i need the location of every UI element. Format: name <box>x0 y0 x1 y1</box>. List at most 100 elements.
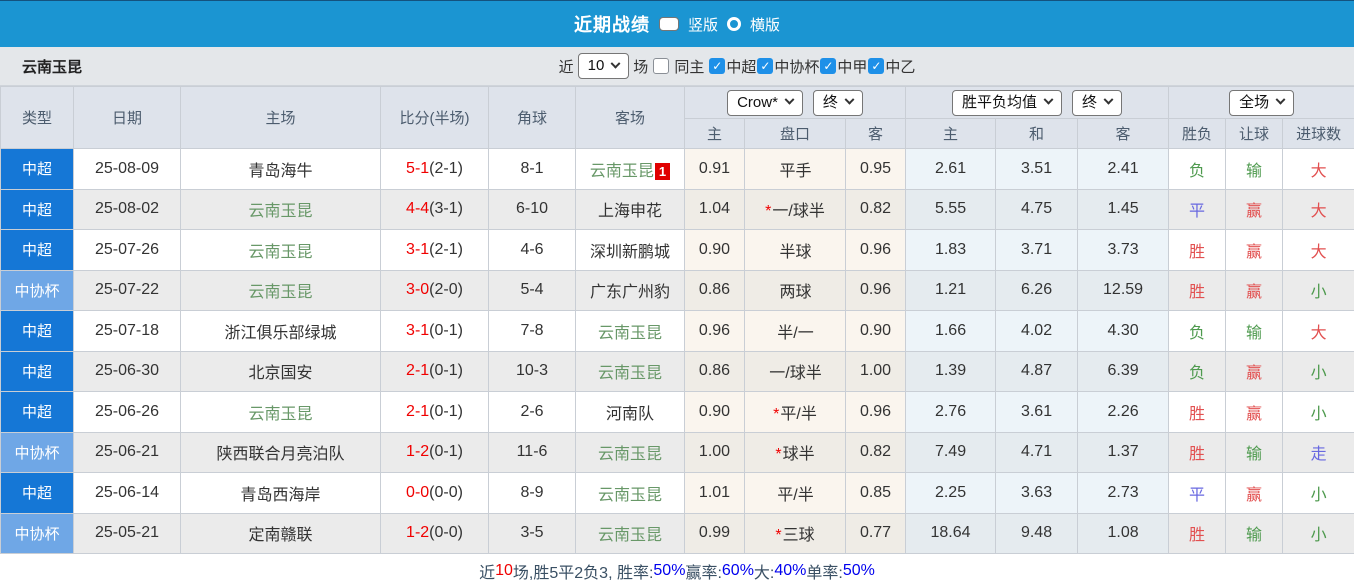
table-row: 中超 25-06-14 青岛西海岸 0-0(0-0) 8-9 云南玉昆 1.01… <box>0 472 1354 514</box>
col-type: 类型 <box>0 86 74 149</box>
col-corners: 角球 <box>488 86 576 149</box>
radio-horizontal-layout[interactable] <box>727 17 741 31</box>
handicap-cell: *平/半 <box>744 391 846 433</box>
fulltime-score: 1-2 <box>406 524 430 542</box>
away-team-name: 河南队 <box>605 405 654 423</box>
odds-home-cell: 0.86 <box>684 350 745 392</box>
away-team-name: 云南玉昆 <box>597 365 662 383</box>
odds-home-cell: 0.86 <box>684 269 745 311</box>
league-checkbox-中甲[interactable]: ✓ <box>820 58 837 74</box>
home-team-name: 北京国安 <box>248 365 313 383</box>
home-team-cell: 青岛西海岸 <box>180 472 381 514</box>
odds-company-select[interactable]: Crow* <box>727 89 803 116</box>
league-checkbox-中协杯[interactable]: ✓ <box>757 58 774 74</box>
odds-home-cell: 1.04 <box>684 188 745 230</box>
fulltime-score: 1-2 <box>406 443 430 461</box>
same-home-checkbox[interactable] <box>653 58 670 74</box>
halftime-score: (2-1) <box>429 240 463 258</box>
subcol-result: 胜负 <box>1168 118 1227 149</box>
odds-away-cell: 0.77 <box>844 512 907 554</box>
halftime-score: (0-0) <box>429 524 463 542</box>
scope-select[interactable]: 全场 <box>1229 89 1295 116</box>
handicap-star: * <box>765 203 772 221</box>
home-team-name: 青岛西海岸 <box>240 486 321 504</box>
radio-horizontal-label[interactable]: 横版 <box>750 16 781 34</box>
score-cell: 1-2(0-1) <box>380 431 489 473</box>
handicap-star: * <box>775 527 782 545</box>
summary-segment: 场,胜5平2负3, 胜率: <box>512 564 654 582</box>
handicap-text: 半/一 <box>777 324 814 342</box>
subcol-avg-away: 客 <box>1077 118 1170 149</box>
halftime-score: (2-1) <box>429 159 463 177</box>
radio-vertical-layout[interactable] <box>658 17 679 31</box>
score-cell: 3-1(0-1) <box>380 310 489 352</box>
away-team-name: 深圳新鹏城 <box>589 243 670 261</box>
away-team-cell: 云南玉昆 <box>575 472 685 514</box>
odds-stage-select[interactable]: 终 <box>812 89 863 116</box>
subcol-let: 让球 <box>1225 118 1284 149</box>
scope-select-group: 全场 <box>1168 86 1354 119</box>
odds-away-cell: 1.00 <box>844 350 907 392</box>
fulltime-score: 5-1 <box>406 159 430 177</box>
league-checkbox-中乙[interactable]: ✓ <box>868 58 885 74</box>
odds-away-cell: 0.90 <box>844 310 907 352</box>
table-row: 中超 25-06-26 云南玉昆 2-1(0-1) 2-6 河南队 0.90 *… <box>0 391 1354 433</box>
summary-segment: 50% <box>842 561 875 579</box>
chevron-down-icon <box>1275 94 1286 105</box>
filter-bar: 云南玉昆 近 10 场 同主 ✓ 中超 ✓ 中协杯 ✓ 中甲 ✓ 中乙 <box>0 47 1354 86</box>
odds-home-cell: 0.96 <box>684 310 745 352</box>
handicap-cell: *一/球半 <box>744 188 846 230</box>
handicap-text: 三球 <box>782 527 815 545</box>
match-count-select[interactable]: 10 <box>577 53 630 79</box>
odds-away-cell: 0.96 <box>844 269 907 311</box>
league-checkbox-中超[interactable]: ✓ <box>709 58 726 74</box>
avg-away-cell: 1.45 <box>1077 188 1170 230</box>
goals-result-cell: 大 <box>1282 148 1354 190</box>
home-team-name: 定南赣联 <box>248 527 313 545</box>
result-cell: 胜 <box>1168 391 1227 433</box>
subcol-handicap: 盘口 <box>744 118 846 149</box>
results-table: 类型 日期 主场 比分(半场) 角球 客场 Crow* 终 胜平负均值 终 <box>0 86 1354 554</box>
date-cell: 25-07-18 <box>73 310 181 352</box>
handicap-text: 两球 <box>779 284 812 302</box>
league-filter-list: ✓ 中超 ✓ 中协杯 ✓ 中甲 ✓ 中乙 <box>708 56 915 77</box>
odds-away-cell: 0.95 <box>844 148 907 190</box>
col-away: 客场 <box>575 86 685 149</box>
subcol-odds-away: 客 <box>844 118 907 149</box>
away-team-cell: 广东广州豹 <box>575 269 685 311</box>
odds-home-cell: 1.00 <box>684 431 745 473</box>
let-result-cell: 赢 <box>1225 229 1284 271</box>
result-cell: 胜 <box>1168 229 1227 271</box>
home-team-cell: 云南玉昆 <box>180 269 381 311</box>
handicap-star: * <box>775 446 782 464</box>
odds-home-cell: 0.90 <box>684 229 745 271</box>
avg-type-select[interactable]: 胜平负均值 <box>952 89 1063 116</box>
avg-draw-cell: 4.75 <box>995 188 1079 230</box>
handicap-cell: *三球 <box>744 512 846 554</box>
avg-draw-cell: 3.61 <box>995 391 1079 433</box>
result-cell: 平 <box>1168 188 1227 230</box>
score-cell: 2-1(0-1) <box>380 350 489 392</box>
away-team-name: 云南玉昆 <box>589 162 654 180</box>
avg-draw-cell: 3.51 <box>995 148 1079 190</box>
score-cell: 5-1(2-1) <box>380 148 489 190</box>
avg-home-cell: 7.49 <box>905 431 997 473</box>
radio-vertical-label[interactable]: 竖版 <box>687 16 718 34</box>
date-cell: 25-07-22 <box>73 269 181 311</box>
chevron-down-icon <box>844 94 855 105</box>
table-row: 中超 25-08-02 云南玉昆 4-4(3-1) 6-10 上海申花 1.04… <box>0 188 1354 230</box>
handicap-star: * <box>773 405 780 423</box>
avg-home-cell: 2.61 <box>905 148 997 190</box>
halftime-score: (0-1) <box>429 402 463 420</box>
odds-home-cell: 0.99 <box>684 512 745 554</box>
handicap-cell: 平/半 <box>744 472 846 514</box>
handicap-cell: 平手 <box>744 148 846 190</box>
avg-stage-select[interactable]: 终 <box>1072 89 1123 116</box>
goals-result-cell: 走 <box>1282 431 1354 473</box>
corners-cell: 11-6 <box>488 431 576 473</box>
fulltime-score: 4-4 <box>406 200 430 218</box>
avg-draw-cell: 6.26 <box>995 269 1079 311</box>
page-title: 近期战绩 <box>573 15 650 35</box>
corners-cell: 6-10 <box>488 188 576 230</box>
